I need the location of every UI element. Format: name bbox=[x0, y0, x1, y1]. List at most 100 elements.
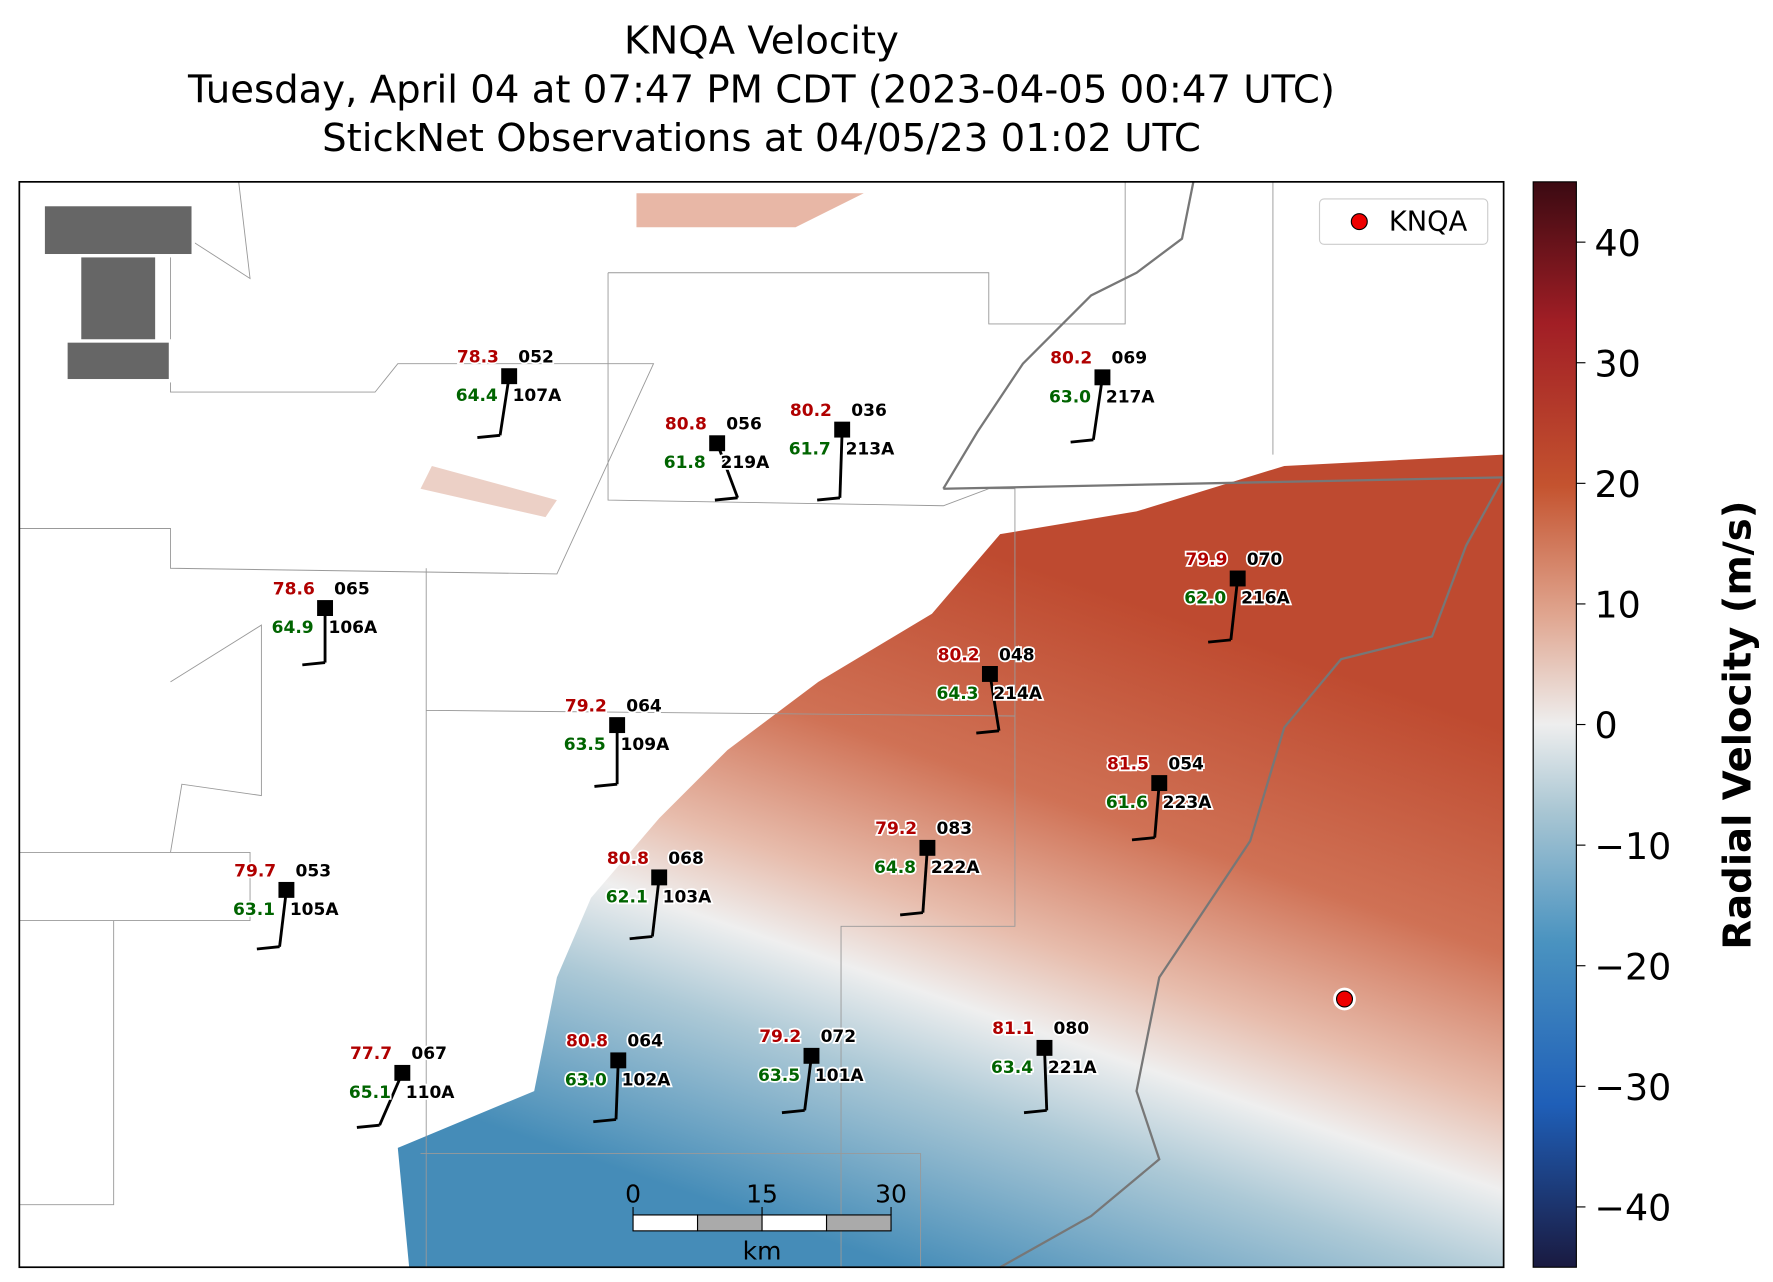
station-marker bbox=[803, 1047, 820, 1064]
wind-barb bbox=[650, 877, 661, 937]
dewpoint: 64.3 bbox=[937, 684, 979, 704]
station-id: 216A bbox=[1241, 588, 1291, 608]
station-marker bbox=[981, 666, 998, 682]
wind-barb bbox=[378, 1072, 404, 1126]
colorbar-label: Radial Velocity (m/s) bbox=[1715, 501, 1760, 950]
dewpoint: 65.1 bbox=[349, 1083, 391, 1103]
wind-barb bbox=[988, 673, 1001, 732]
colorbar-tick-label: 10 bbox=[1595, 584, 1641, 627]
dewpoint: 63.5 bbox=[758, 1066, 800, 1086]
station-id: 221A bbox=[1048, 1058, 1098, 1078]
dewpoint: 64.8 bbox=[874, 858, 916, 878]
wind-barb bbox=[921, 847, 929, 913]
station-marker bbox=[501, 368, 518, 385]
wind-barb bbox=[838, 429, 844, 498]
wind-barb bbox=[1043, 1047, 1049, 1111]
dewpoint: 63.1 bbox=[233, 900, 275, 920]
station-id: 214A bbox=[993, 684, 1043, 704]
title-line: StickNet Observations at 04/05/23 01:02 … bbox=[322, 116, 1201, 161]
station-id: 103A bbox=[663, 887, 713, 907]
temperature: 80.2 bbox=[1050, 349, 1092, 369]
wind-barb bbox=[1091, 377, 1104, 441]
scale-tick-label: 0 bbox=[625, 1179, 641, 1208]
station-marker bbox=[651, 869, 668, 886]
temperature: 79.2 bbox=[875, 819, 917, 839]
title: KNQA Velocity Tuesday, April 04 at 07:47… bbox=[187, 18, 1335, 161]
pressure: 054 bbox=[1168, 754, 1204, 774]
temperature: 79.9 bbox=[1185, 550, 1227, 570]
station-id: 109A bbox=[621, 735, 671, 755]
pressure: 069 bbox=[1112, 349, 1148, 369]
pressure: 053 bbox=[296, 861, 332, 881]
radar-field bbox=[397, 193, 1504, 1268]
temperature: 81.1 bbox=[992, 1019, 1034, 1039]
colorbar-tick-label: 30 bbox=[1595, 342, 1641, 385]
wind-barb bbox=[614, 1060, 620, 1120]
legend-box bbox=[1318, 198, 1489, 245]
wind-barb-flag bbox=[1207, 638, 1232, 644]
pressure: 036 bbox=[851, 401, 887, 421]
wind-barb-flag bbox=[1131, 836, 1155, 842]
temperature: 80.8 bbox=[566, 1032, 608, 1052]
station-marker bbox=[1036, 1039, 1053, 1056]
station-id: 106A bbox=[328, 618, 378, 638]
station-marker bbox=[610, 1052, 627, 1069]
colorbar-tick-label: 20 bbox=[1595, 463, 1641, 506]
temperature: 80.8 bbox=[607, 849, 649, 869]
temperature: 79.7 bbox=[234, 861, 276, 881]
title-line: Tuesday, April 04 at 07:47 PM CDT (2023-… bbox=[187, 67, 1335, 112]
scale-tick-label: 30 bbox=[875, 1179, 907, 1208]
station-marker bbox=[317, 600, 334, 616]
wind-barb bbox=[1153, 782, 1161, 838]
pressure: 052 bbox=[518, 348, 554, 368]
station-id: 107A bbox=[513, 386, 563, 406]
wind-barb-flag bbox=[1070, 438, 1094, 444]
scale-segment bbox=[632, 1214, 699, 1232]
wind-barb-flag bbox=[594, 782, 618, 788]
wind-barb bbox=[278, 889, 288, 947]
station-marker bbox=[709, 435, 726, 452]
station-id: 213A bbox=[846, 440, 896, 460]
pressure: 065 bbox=[334, 579, 370, 599]
legend-marker bbox=[1350, 213, 1368, 231]
wind-barb-flag bbox=[356, 1123, 380, 1129]
wind-barb-flag bbox=[256, 945, 280, 951]
wind-barb-flag bbox=[899, 911, 924, 917]
scale-segment bbox=[761, 1214, 828, 1232]
scale-segment bbox=[825, 1214, 892, 1232]
wind-barb-flag bbox=[976, 729, 1000, 735]
wind-barb-flag bbox=[629, 935, 653, 941]
station-id: 217A bbox=[1106, 387, 1156, 407]
wind-barb-flag bbox=[781, 1108, 805, 1115]
colorbar-tick-label: −30 bbox=[1595, 1066, 1672, 1109]
pressure: 064 bbox=[626, 696, 662, 716]
station-id: 110A bbox=[406, 1083, 456, 1103]
dewpoint: 63.0 bbox=[565, 1070, 607, 1090]
dewpoint: 63.5 bbox=[564, 735, 606, 755]
station-marker bbox=[1151, 775, 1168, 792]
temperature: 80.8 bbox=[665, 415, 707, 435]
temperature: 77.7 bbox=[350, 1044, 392, 1064]
pressure: 056 bbox=[726, 415, 762, 435]
wind-barb-flag bbox=[302, 661, 326, 667]
county-borders bbox=[19, 181, 1274, 1268]
stations: 78.3 052 64.4 107A 80.8 056 61.8 219A 80.2 036 61.… bbox=[231, 346, 1292, 1129]
map-frame bbox=[18, 180, 1505, 1269]
radar-site bbox=[1335, 990, 1354, 1008]
wind-barb-flag bbox=[1023, 1108, 1047, 1115]
temperature: 79.2 bbox=[759, 1027, 801, 1047]
temperature: 78.6 bbox=[273, 579, 315, 599]
dewpoint: 61.6 bbox=[1106, 793, 1148, 813]
temperature: 80.2 bbox=[938, 645, 980, 665]
wind-barb-flag bbox=[817, 496, 841, 502]
colorbar-ramp bbox=[1532, 181, 1577, 1268]
scale-unit: km bbox=[743, 1236, 782, 1265]
title-line: KNQA Velocity bbox=[624, 18, 899, 63]
legend-label: KNQA bbox=[1389, 207, 1468, 238]
colorbar-tick-label: 0 bbox=[1595, 704, 1618, 747]
state-borders bbox=[942, 181, 1505, 1269]
temperature: 80.2 bbox=[790, 401, 832, 421]
dewpoint: 62.0 bbox=[1184, 588, 1226, 608]
temperature: 79.2 bbox=[565, 696, 607, 716]
station-marker bbox=[919, 839, 936, 856]
